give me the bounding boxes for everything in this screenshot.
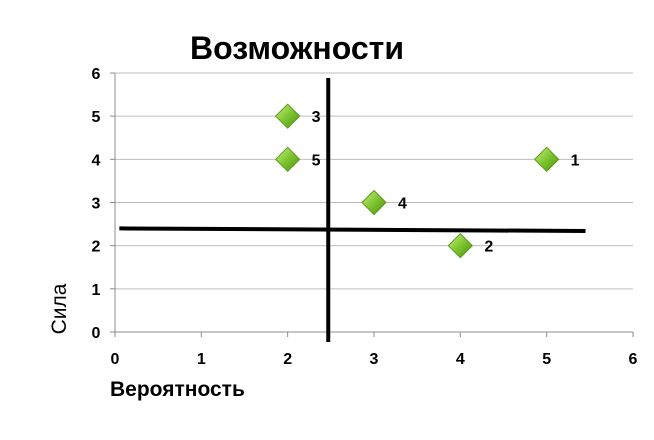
axes [110,72,634,337]
y-tick-label-2: 2 [92,239,101,256]
x-tick-label-5: 5 [542,351,551,368]
x-axis-label: Вероятность [110,378,245,401]
gridlines [115,72,633,290]
data-label-1: 1 [571,152,580,169]
data-label-3: 3 [312,109,321,126]
data-label-2: 2 [484,239,493,256]
data-point-4 [361,189,387,216]
horizontal-divider-line [119,226,586,233]
x-tick-label-6: 6 [629,351,638,368]
y-tick-label-4: 4 [92,152,101,169]
y-axis-label: Сила [48,283,71,334]
x-tick-label-3: 3 [370,351,379,368]
quadrant-divider-lines [119,78,586,342]
data-point-5 [274,146,301,173]
data-label-4: 4 [398,196,407,213]
y-tick-label-5: 5 [92,109,101,126]
y-tick-labels: 0 1 2 3 4 5 6 [92,66,101,342]
y-tick-label-3: 3 [92,196,101,213]
data-points: 1 2 3 4 5 [274,103,580,259]
data-label-5: 5 [312,152,321,169]
data-point-3 [274,103,301,129]
y-tick-label-1: 1 [92,282,101,299]
x-tick-label-1: 1 [197,351,206,368]
data-point-2 [447,232,474,259]
x-tick-label-4: 4 [456,351,465,368]
data-point-1 [533,146,560,173]
y-tick-label-0: 0 [92,325,101,342]
x-tick-labels: 0 1 2 3 4 5 6 [111,351,638,368]
y-tick-label-6: 6 [92,66,101,83]
x-tick-label-0: 0 [111,351,120,368]
x-tick-label-2: 2 [283,351,292,368]
chart-title: Возможности [190,30,404,66]
